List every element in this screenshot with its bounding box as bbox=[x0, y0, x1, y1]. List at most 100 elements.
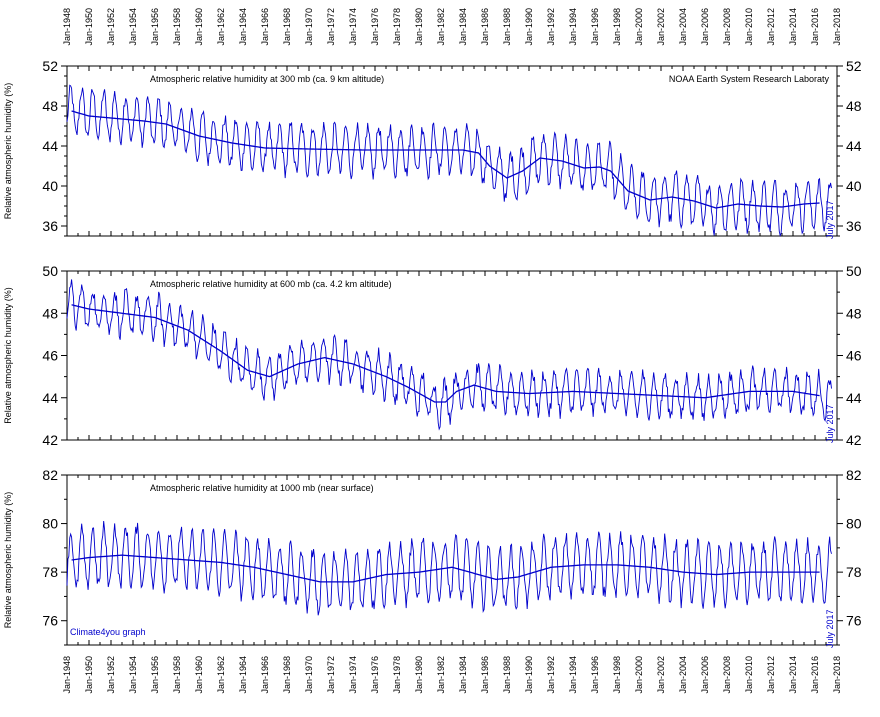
monthly-series-line bbox=[66, 279, 832, 431]
top-date-label: Jan-1950 bbox=[84, 8, 94, 46]
bottom-date-label: Jan-1974 bbox=[348, 656, 358, 694]
source-label: NOAA Earth System Research Laboraty bbox=[669, 74, 830, 84]
top-date-label: Jan-1962 bbox=[216, 8, 226, 46]
y-tick-label-left: 42 bbox=[42, 432, 58, 448]
top-date-label: Jan-1984 bbox=[458, 8, 468, 46]
monthly-series-line bbox=[66, 84, 832, 238]
y-tick-label-right: 42 bbox=[846, 432, 862, 448]
bottom-date-label: Jan-2006 bbox=[700, 656, 710, 694]
top-date-label: Jan-1990 bbox=[524, 8, 534, 46]
y-tick-label-right: 52 bbox=[846, 58, 862, 74]
bottom-date-label: Jan-2012 bbox=[766, 656, 776, 694]
end-date-label: July 2017 bbox=[825, 609, 835, 648]
bottom-date-label: Jan-1976 bbox=[370, 656, 380, 694]
y-tick-label-right: 50 bbox=[846, 263, 862, 279]
top-date-label: Jan-2016 bbox=[810, 8, 820, 46]
y-tick-label-left: 44 bbox=[42, 390, 58, 406]
bottom-date-label: Jan-1970 bbox=[304, 656, 314, 694]
top-date-label: Jan-1954 bbox=[128, 8, 138, 46]
y-tick-label-left: 82 bbox=[42, 467, 58, 483]
top-date-label: Jan-2000 bbox=[634, 8, 644, 46]
y-tick-label-left: 48 bbox=[42, 98, 58, 114]
top-date-label: Jan-2012 bbox=[766, 8, 776, 46]
top-date-label: Jan-1980 bbox=[414, 8, 424, 46]
bottom-date-label: Jan-1996 bbox=[590, 656, 600, 694]
y-tick-label-left: 40 bbox=[42, 178, 58, 194]
running-average-line bbox=[71, 304, 820, 403]
chart-title: Atmospheric relative humidity at 600 mb … bbox=[150, 279, 392, 289]
top-date-label: Jan-1960 bbox=[194, 8, 204, 46]
y-tick-label-right: 44 bbox=[846, 390, 862, 406]
chart-panel-1: 36 36 40 40 44 44 48 48 52 52 Relative atmospheric… bbox=[3, 58, 862, 239]
bottom-date-label: Jan-2004 bbox=[678, 656, 688, 694]
bottom-date-label: Jan-2014 bbox=[788, 656, 798, 694]
top-date-label: Jan-1992 bbox=[546, 8, 556, 46]
top-date-label: Jan-2006 bbox=[700, 8, 710, 46]
y-tick-label-left: 36 bbox=[42, 218, 58, 234]
y-tick-label-right: 80 bbox=[846, 516, 862, 532]
running-average-line bbox=[71, 110, 820, 209]
top-date-label: Jan-1952 bbox=[106, 8, 116, 46]
y-tick-label-right: 40 bbox=[846, 178, 862, 194]
chart-title: Atmospheric relative humidity at 300 mb … bbox=[150, 74, 384, 84]
y-tick-label-left: 78 bbox=[42, 564, 58, 580]
bottom-date-label: Jan-2010 bbox=[744, 656, 754, 694]
bottom-date-label: Jan-2016 bbox=[810, 656, 820, 694]
bottom-date-label: Jan-1962 bbox=[216, 656, 226, 694]
top-date-label: Jan-2010 bbox=[744, 8, 754, 46]
bottom-date-label: Jan-2008 bbox=[722, 656, 732, 694]
top-date-label: Jan-1978 bbox=[392, 8, 402, 46]
bottom-date-label: Jan-1978 bbox=[392, 656, 402, 694]
plot-frame bbox=[66, 65, 838, 237]
top-date-label: Jan-1970 bbox=[304, 8, 314, 46]
y-axis-label: Relative atmospheric humidity (%) bbox=[3, 492, 13, 629]
bottom-date-label: Jan-1990 bbox=[524, 656, 534, 694]
running-average-line bbox=[71, 554, 820, 583]
y-tick-label-left: 46 bbox=[42, 348, 58, 364]
top-date-label: Jan-1996 bbox=[590, 8, 600, 46]
bottom-date-label: Jan-1986 bbox=[480, 656, 490, 694]
plot-frame bbox=[66, 270, 838, 441]
y-axis-label: Relative atmospheric humidity (%) bbox=[3, 83, 13, 220]
top-date-label: Jan-1998 bbox=[612, 8, 622, 46]
bottom-date-label: Jan-1998 bbox=[612, 656, 622, 694]
y-tick-label-right: 44 bbox=[846, 138, 862, 154]
top-date-label: Jan-2008 bbox=[722, 8, 732, 46]
top-date-label: Jan-1958 bbox=[172, 8, 182, 46]
top-date-label: Jan-1982 bbox=[436, 8, 446, 46]
end-date-label: July 2017 bbox=[825, 200, 835, 239]
chart-title: Atmospheric relative humidity at 1000 mb… bbox=[150, 483, 374, 493]
bottom-date-label: Jan-1980 bbox=[414, 656, 424, 694]
top-date-label: Jan-1988 bbox=[502, 8, 512, 46]
bottom-date-label: Jan-1958 bbox=[172, 656, 182, 694]
top-date-label: Jan-2002 bbox=[656, 8, 666, 46]
top-date-label: Jan-1986 bbox=[480, 8, 490, 46]
bottom-date-label: Jan-1952 bbox=[106, 656, 116, 694]
bottom-date-label: Jan-1950 bbox=[84, 656, 94, 694]
bottom-date-label: Jan-1960 bbox=[194, 656, 204, 694]
credit-label: Climate4you graph bbox=[70, 627, 146, 637]
top-date-label: Jan-1956 bbox=[150, 8, 160, 46]
monthly-series-line bbox=[66, 520, 832, 616]
bottom-date-label: Jan-1964 bbox=[238, 656, 248, 694]
top-date-label: Jan-2018 bbox=[832, 8, 842, 46]
bottom-date-label: Jan-2000 bbox=[634, 656, 644, 694]
bottom-date-label: Jan-1992 bbox=[546, 656, 556, 694]
top-date-label: Jan-2014 bbox=[788, 8, 798, 46]
y-tick-label-right: 36 bbox=[846, 218, 862, 234]
bottom-date-label: Jan-1966 bbox=[260, 656, 270, 694]
y-tick-label-left: 44 bbox=[42, 138, 58, 154]
bottom-date-label: Jan-1982 bbox=[436, 656, 446, 694]
bottom-date-label: Jan-2018 bbox=[832, 656, 842, 694]
bottom-date-label: Jan-1948 bbox=[62, 656, 72, 694]
top-date-label: Jan-1974 bbox=[348, 8, 358, 46]
top-date-label: Jan-1968 bbox=[282, 8, 292, 46]
y-tick-label-right: 78 bbox=[846, 564, 862, 580]
bottom-date-label: Jan-2002 bbox=[656, 656, 666, 694]
chart-panel-2: 42 42 44 44 46 46 48 48 50 50 Relative atmospheric… bbox=[3, 263, 862, 448]
top-date-label: Jan-2004 bbox=[678, 8, 688, 46]
y-tick-label-right: 82 bbox=[846, 467, 862, 483]
y-tick-label-left: 50 bbox=[42, 263, 58, 279]
